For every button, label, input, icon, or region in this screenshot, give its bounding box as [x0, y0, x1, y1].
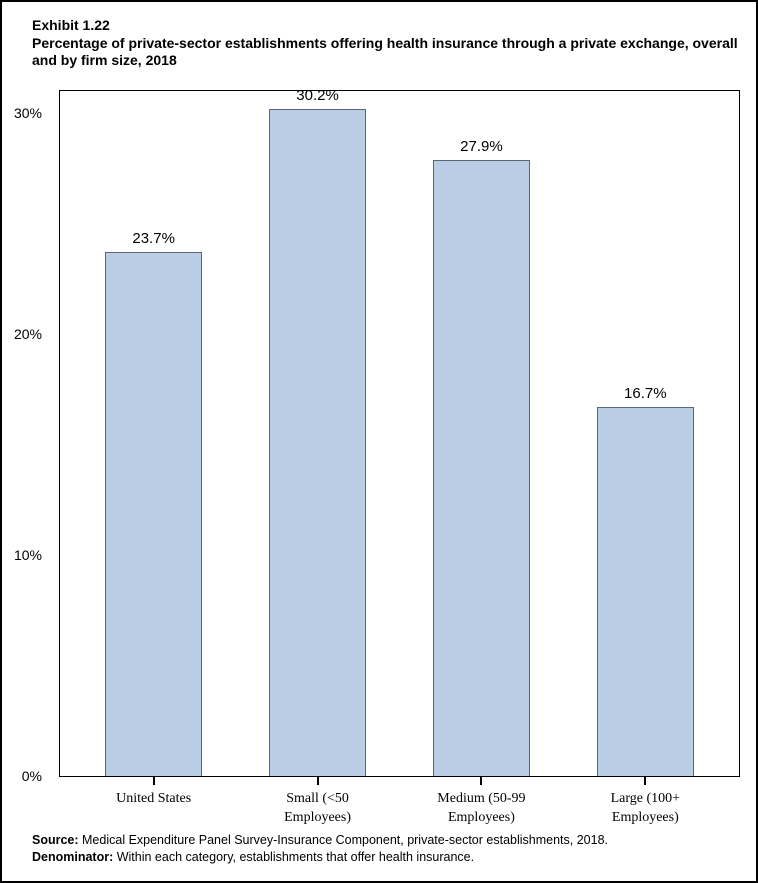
source-note: Source: Medical Expenditure Panel Survey… — [32, 832, 742, 849]
chart-header: Exhibit 1.22 Percentage of private-secto… — [32, 17, 740, 70]
source-text: Medical Expenditure Panel Survey-Insuran… — [78, 833, 608, 847]
bar-value-label: 27.9% — [460, 138, 503, 155]
denominator-note: Denominator: Within each category, estab… — [32, 849, 742, 866]
bar — [269, 109, 367, 776]
bar-value-label: 30.2% — [296, 87, 339, 104]
chart-title: Percentage of private-sector establishme… — [32, 34, 738, 69]
source-label: Source: — [32, 833, 79, 847]
x-axis-tick — [316, 777, 319, 785]
bar — [432, 160, 530, 776]
y-axis-tick-label: 30% — [13, 105, 42, 122]
x-axis-category-label: United States — [116, 791, 192, 806]
bar-value-label: 23.7% — [132, 230, 175, 247]
exhibit-number: Exhibit 1.22 — [32, 17, 110, 33]
x-axis-tick — [480, 777, 483, 785]
x-axis-category-label: Large (100+ Employees) — [610, 791, 681, 825]
y-axis-tick-label: 0% — [21, 768, 42, 784]
denominator-label: Denominator: — [32, 849, 114, 864]
chart-footnotes: Source: Medical Expenditure Panel Survey… — [32, 832, 742, 865]
x-axis-tick — [644, 777, 647, 785]
x-axis-category-label: Medium (50-99 Employees) — [437, 791, 526, 825]
x-axis-category-label: Small (<50 Employees) — [284, 791, 351, 825]
x-axis-tick — [152, 777, 155, 785]
bar-value-label: 16.7% — [624, 385, 667, 402]
y-axis-tick-label: 10% — [13, 547, 42, 564]
bar — [596, 407, 694, 776]
bar — [105, 252, 203, 776]
denominator-text: Within each category, establishments tha… — [113, 849, 475, 864]
y-axis-tick-label: 20% — [13, 326, 42, 343]
